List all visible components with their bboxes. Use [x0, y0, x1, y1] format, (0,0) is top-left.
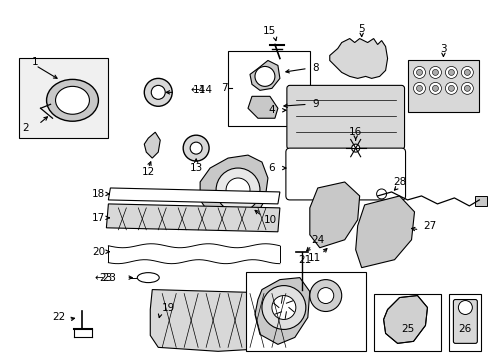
Polygon shape — [309, 182, 359, 248]
Text: 15: 15 — [263, 26, 276, 36]
Text: 2: 2 — [22, 123, 29, 133]
Text: 23: 23 — [99, 273, 112, 283]
Bar — [227, 50, 309, 126]
Circle shape — [183, 135, 209, 161]
Polygon shape — [200, 155, 267, 228]
Text: 8: 8 — [312, 63, 319, 73]
Polygon shape — [329, 39, 387, 78]
Circle shape — [431, 85, 438, 91]
Bar — [448, 293, 480, 351]
Text: 21: 21 — [298, 255, 311, 265]
Circle shape — [428, 82, 441, 94]
Circle shape — [413, 82, 425, 94]
Text: 10: 10 — [263, 215, 276, 225]
Text: 14: 14 — [193, 85, 206, 95]
Text: 13: 13 — [189, 163, 203, 173]
Circle shape — [317, 288, 333, 303]
Text: 18: 18 — [92, 189, 105, 199]
Circle shape — [431, 69, 438, 75]
Circle shape — [254, 67, 274, 86]
Text: 28: 28 — [392, 177, 406, 187]
Text: 19: 19 — [161, 302, 175, 312]
Text: 16: 16 — [348, 127, 362, 137]
Circle shape — [416, 69, 422, 75]
Circle shape — [295, 288, 307, 300]
Circle shape — [225, 178, 249, 202]
Text: 7: 7 — [221, 84, 227, 93]
Text: 4: 4 — [268, 105, 275, 115]
Circle shape — [445, 82, 456, 94]
Circle shape — [447, 69, 453, 75]
Polygon shape — [249, 60, 279, 90]
Text: 5: 5 — [358, 24, 364, 33]
Circle shape — [376, 189, 386, 199]
Text: 17: 17 — [92, 213, 105, 223]
Text: 20: 20 — [92, 247, 105, 257]
Text: 24: 24 — [310, 235, 324, 245]
Circle shape — [445, 67, 456, 78]
Circle shape — [447, 85, 453, 91]
Polygon shape — [108, 188, 279, 204]
Circle shape — [416, 85, 422, 91]
Circle shape — [190, 142, 202, 154]
Text: 11: 11 — [307, 253, 321, 263]
Bar — [245, 272, 365, 351]
Text: 9: 9 — [312, 99, 319, 109]
Circle shape — [461, 67, 472, 78]
Text: ←23: ←23 — [94, 273, 116, 283]
Circle shape — [464, 85, 469, 91]
Circle shape — [464, 69, 469, 75]
FancyBboxPatch shape — [285, 148, 405, 200]
Ellipse shape — [137, 273, 159, 283]
Bar — [407, 60, 478, 112]
Polygon shape — [254, 278, 309, 345]
Polygon shape — [383, 296, 427, 343]
Circle shape — [309, 280, 341, 311]
Polygon shape — [106, 204, 279, 232]
Polygon shape — [144, 132, 160, 158]
Text: 22: 22 — [52, 312, 65, 323]
Text: 12: 12 — [142, 167, 155, 177]
Text: 3: 3 — [439, 44, 446, 54]
Text: ←14: ←14 — [190, 85, 212, 95]
Circle shape — [299, 291, 304, 296]
Bar — [19, 58, 108, 138]
Polygon shape — [474, 196, 487, 206]
Text: 25: 25 — [400, 324, 413, 334]
Circle shape — [413, 67, 425, 78]
Bar — [373, 293, 441, 351]
Circle shape — [457, 301, 471, 315]
Circle shape — [351, 144, 359, 152]
Text: 1: 1 — [32, 58, 39, 67]
FancyBboxPatch shape — [452, 300, 476, 343]
Text: 26: 26 — [458, 324, 471, 334]
Circle shape — [151, 85, 165, 99]
Polygon shape — [150, 289, 293, 351]
Polygon shape — [247, 96, 277, 118]
FancyBboxPatch shape — [286, 85, 404, 149]
Circle shape — [262, 285, 305, 329]
Circle shape — [461, 82, 472, 94]
Circle shape — [428, 67, 441, 78]
Text: 6: 6 — [268, 163, 275, 173]
Polygon shape — [355, 196, 414, 268]
Ellipse shape — [46, 80, 98, 121]
Text: 27: 27 — [422, 221, 435, 231]
Circle shape — [144, 78, 172, 106]
Ellipse shape — [56, 86, 89, 114]
Circle shape — [271, 296, 295, 319]
Circle shape — [216, 168, 260, 212]
